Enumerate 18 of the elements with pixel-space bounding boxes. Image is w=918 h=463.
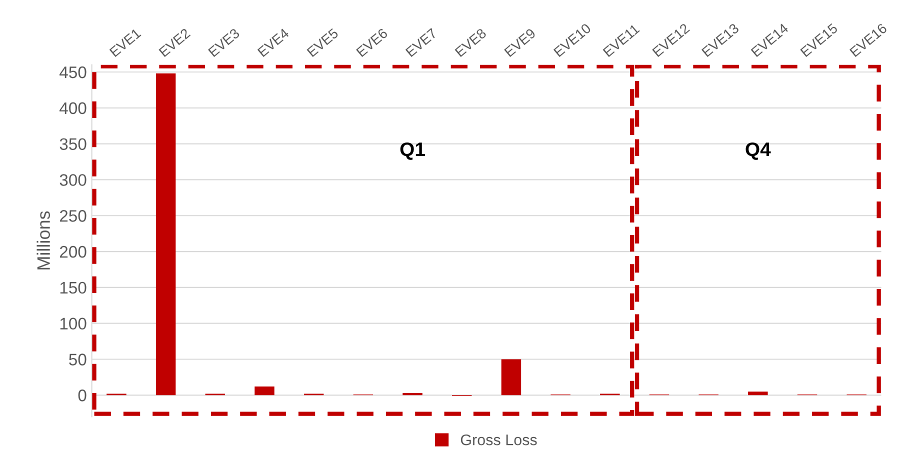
y-tick-label: 250 bbox=[60, 210, 86, 222]
y-tick-label: 150 bbox=[60, 282, 86, 294]
legend-label: Gross Loss bbox=[460, 434, 537, 446]
y-tick-label: 0 bbox=[78, 390, 86, 402]
bar bbox=[156, 73, 176, 396]
bar bbox=[748, 392, 768, 396]
annotation: Q4 bbox=[746, 142, 771, 160]
y-tick-label: 450 bbox=[60, 66, 86, 78]
y-tick-label: 400 bbox=[60, 102, 86, 114]
y-axis-title: Millions bbox=[36, 211, 50, 270]
y-tick-label: 350 bbox=[60, 138, 86, 150]
annotation: Q1 bbox=[400, 142, 425, 160]
bar bbox=[254, 386, 274, 396]
bar bbox=[501, 359, 522, 396]
y-tick-label: 100 bbox=[60, 318, 86, 330]
y-tick-label: 300 bbox=[60, 174, 86, 186]
y-tick-label: 200 bbox=[60, 246, 86, 258]
y-tick-label: 50 bbox=[69, 354, 86, 366]
